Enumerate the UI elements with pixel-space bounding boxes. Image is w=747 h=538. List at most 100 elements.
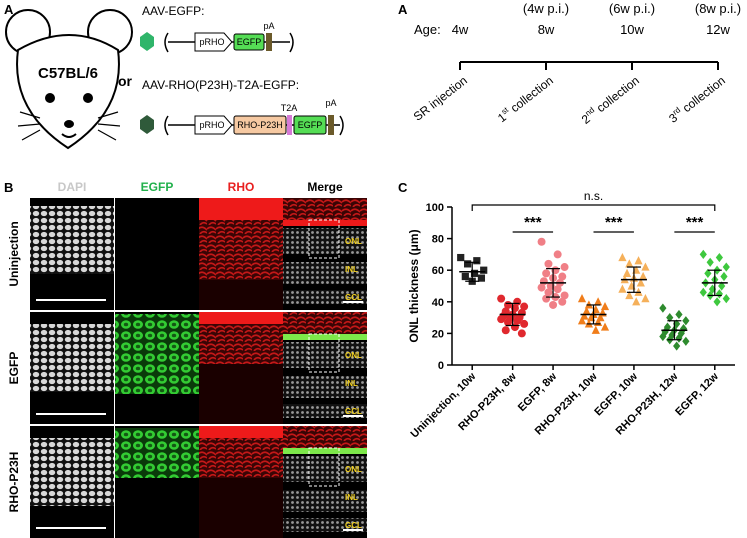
significance-label: n.s. [584, 189, 603, 203]
vector-2 [140, 115, 344, 136]
data-point [553, 250, 562, 259]
image-region [199, 312, 283, 324]
data-point [497, 294, 506, 303]
panel-letter: C [398, 180, 408, 195]
data-point [720, 271, 728, 282]
layer-label: GCL [345, 293, 362, 302]
y-tick-label: 0 [438, 360, 444, 372]
data-point [470, 269, 479, 277]
data-point [600, 322, 610, 331]
image-region [283, 490, 367, 512]
panel-letter: B [4, 180, 13, 195]
image-region [115, 428, 199, 478]
data-point [679, 324, 688, 334]
data-point [537, 237, 546, 246]
data-point [722, 294, 730, 304]
y-tick-label: 60 [432, 265, 444, 277]
data-point [544, 259, 553, 268]
layer-label: ONL [345, 237, 362, 246]
image-region [30, 438, 114, 506]
age-label: 4w [452, 22, 469, 37]
data-point [682, 336, 690, 346]
zoom-box [308, 447, 340, 487]
data-point [477, 274, 486, 282]
data-point [558, 297, 567, 306]
y-tick-label: 20 [432, 328, 444, 340]
data-point [722, 262, 730, 272]
event-text: collection [677, 73, 728, 117]
image-region [283, 198, 367, 220]
image-region [283, 342, 367, 368]
data-point [675, 333, 683, 343]
data-point [675, 309, 683, 320]
data-point [666, 313, 674, 323]
data-point [625, 290, 634, 300]
data-point [618, 284, 627, 293]
data-point [641, 294, 650, 303]
data-point [625, 259, 634, 268]
promoter-label: pRHO [199, 120, 224, 130]
promoter-label: pRHO [199, 37, 224, 47]
age-label: 10w [620, 22, 644, 37]
image-region [283, 404, 367, 418]
significance-label: *** [605, 214, 623, 231]
age-label: 8w [538, 22, 555, 37]
event-label: 2nd collection [578, 73, 642, 127]
gene-label: EGFP [237, 37, 262, 47]
data-point [641, 262, 650, 271]
image-region [283, 312, 367, 334]
data-point [663, 322, 672, 332]
zoom-box [308, 333, 340, 373]
image-region [199, 438, 283, 478]
image-region [199, 220, 283, 280]
x-tick-label: EGFP, 12w [673, 370, 721, 418]
layer-label: ONL [345, 351, 362, 360]
data-point [513, 316, 522, 325]
event-label: SR injection [411, 73, 470, 123]
image-region [199, 324, 283, 364]
panel-letter: A [4, 2, 14, 17]
data-point [457, 253, 465, 262]
data-point [673, 341, 681, 351]
data-point [636, 278, 645, 287]
event-label: 1st collection [494, 73, 555, 126]
data-point [558, 272, 567, 281]
data-point [715, 289, 723, 299]
linker-label: T2A [281, 103, 298, 113]
event-suffix: rd [671, 105, 682, 116]
row-label: Uninjection [7, 221, 21, 286]
zoom-box [308, 219, 340, 259]
image-region [283, 290, 367, 304]
data-point [715, 252, 723, 263]
y-tick-label: 40 [432, 297, 444, 309]
data-point [632, 297, 641, 306]
data-point [677, 328, 685, 338]
layer-label: INL [345, 493, 358, 502]
layer-label: GCL [345, 407, 362, 416]
image-region [283, 456, 367, 482]
data-point [699, 287, 707, 297]
data-point [634, 256, 643, 265]
data-point [461, 272, 469, 281]
data-point [622, 268, 632, 277]
data-point [591, 325, 600, 334]
timeline: 4w SR injection 8w (4w p.i.) 1st collection 1… [411, 1, 741, 127]
data-point [560, 291, 569, 300]
image-region [199, 426, 283, 438]
data-point [718, 281, 726, 291]
strain-label: C57BL/6 [38, 65, 98, 82]
significance-label: *** [524, 214, 542, 231]
data-point [577, 316, 587, 325]
data-point [542, 269, 551, 278]
data-point [497, 315, 506, 324]
data-point [699, 249, 707, 259]
layer-label: GCL [345, 521, 362, 530]
data-point [464, 260, 472, 268]
data-point [659, 303, 667, 313]
data-point [706, 257, 714, 267]
row-label: EGFP [7, 352, 21, 385]
reporter-label: EGFP [298, 120, 323, 130]
data-point [549, 300, 558, 309]
data-point [473, 257, 481, 265]
